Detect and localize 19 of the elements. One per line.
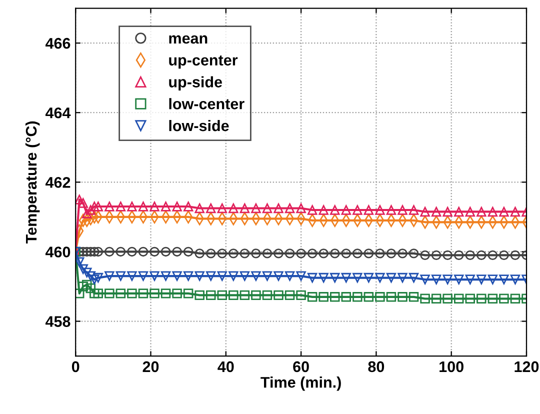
x-tick-label: 120 [514,361,539,372]
x-tick-label: 40 [218,361,234,372]
x-tick-label: 60 [293,361,309,372]
legend-label: low-center [169,98,244,110]
y-tick-label: 466 [45,38,70,49]
y-axis-title: Temperature (°C) [25,121,40,244]
x-tick-label: 0 [72,361,80,372]
y-tick-label: 458 [45,316,70,327]
x-tick-label: 80 [368,361,384,372]
x-axis-title: Time (min.) [260,376,341,391]
y-tick-label: 464 [45,107,71,118]
legend-label: low-side [169,120,229,132]
x-tick-label: 20 [142,361,159,372]
y-tick-label: 460 [45,246,70,258]
legend-label: up-center [169,55,238,69]
legend-label: mean [169,35,208,44]
legend-label: up-side [169,76,222,90]
x-tick-label: 100 [440,361,464,372]
y-tick-label: 462 [45,177,70,188]
